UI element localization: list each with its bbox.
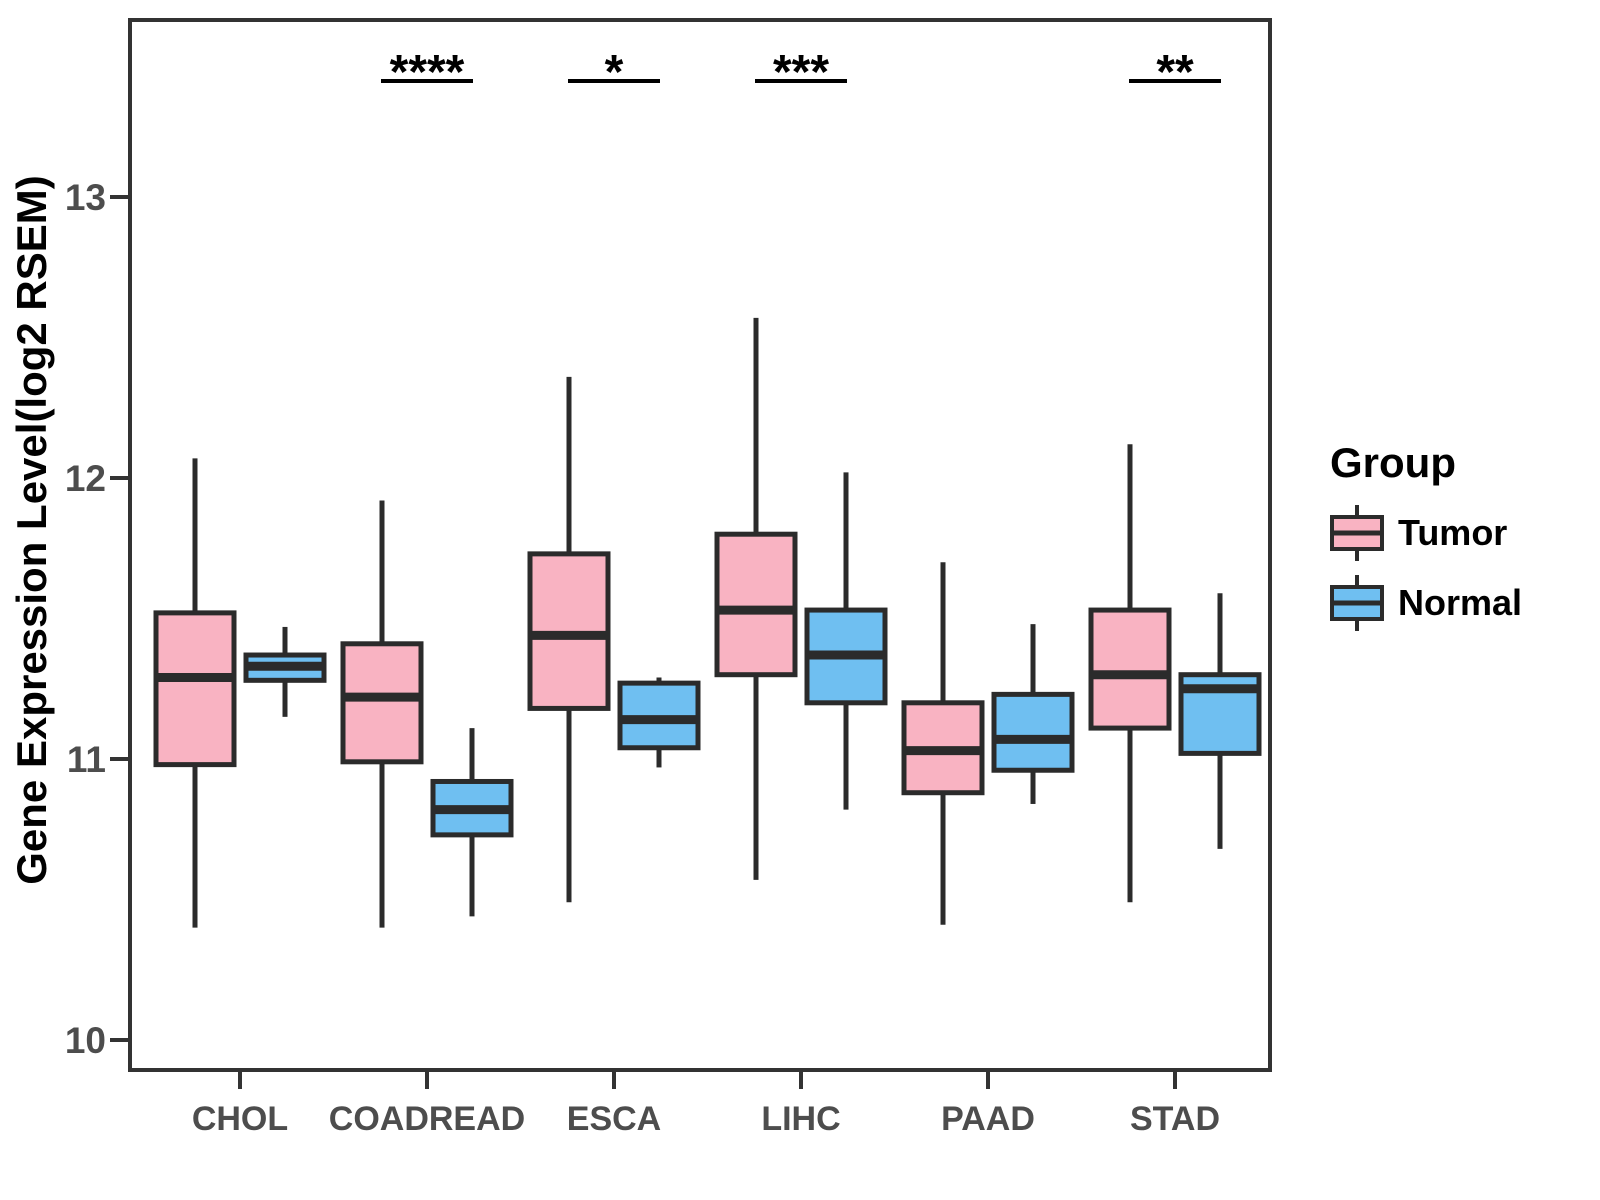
legend-item-label: Tumor bbox=[1398, 512, 1507, 553]
boxplot-tumor-chol bbox=[153, 458, 237, 928]
y-tick-label: 11 bbox=[67, 739, 106, 780]
iqr-box bbox=[991, 691, 1075, 773]
legend-item-label: Normal bbox=[1398, 582, 1522, 623]
boxplot-normal-stad bbox=[1178, 593, 1262, 849]
significance-stad: ** bbox=[1129, 46, 1221, 99]
boxplot-tumor-coadread bbox=[340, 500, 424, 928]
y-axis-title: Gene Expression Level(log2 RSEM) bbox=[8, 175, 55, 885]
x-tick-label-stad: STAD bbox=[1130, 1100, 1220, 1138]
significance-lihc: *** bbox=[755, 46, 847, 99]
legend: Group Tumor Normal bbox=[1330, 439, 1522, 631]
significance-stars: **** bbox=[390, 46, 465, 99]
boxplot-normal-chol bbox=[243, 626, 327, 717]
significance-esca: * bbox=[568, 46, 660, 99]
x-tick-label-coadread: COADREAD bbox=[329, 1100, 525, 1138]
boxplot-normal-coadread bbox=[430, 728, 514, 917]
significance-stars: ** bbox=[1156, 46, 1194, 99]
boxplot-tumor-lihc bbox=[714, 317, 798, 880]
boxplot-normal-paad bbox=[991, 624, 1075, 804]
x-tick-label-paad: PAAD bbox=[941, 1100, 1035, 1138]
y-tick-label: 10 bbox=[65, 1020, 106, 1061]
significance-stars: * bbox=[605, 46, 624, 99]
boxplot-tumor-stad bbox=[1088, 444, 1172, 903]
legend-item-normal: Normal bbox=[1330, 575, 1522, 631]
x-tick-label-lihc: LIHC bbox=[761, 1100, 840, 1138]
significance-coadread: **** bbox=[381, 46, 473, 99]
significance-stars: *** bbox=[773, 46, 829, 99]
iqr-box bbox=[714, 531, 798, 678]
iqr-box bbox=[340, 641, 424, 765]
plot-panel bbox=[128, 18, 1272, 1072]
x-tick-label-chol: CHOL bbox=[192, 1100, 288, 1138]
boxplot-tumor-esca bbox=[527, 376, 611, 903]
boxplot-normal-esca bbox=[617, 677, 701, 768]
y-tick-label: 12 bbox=[65, 458, 106, 499]
boxplot-normal-lihc bbox=[804, 472, 888, 810]
x-tick-label-esca: ESCA bbox=[567, 1100, 661, 1138]
iqr-box bbox=[153, 610, 237, 768]
legend-title: Group bbox=[1330, 439, 1456, 486]
y-tick-label: 13 bbox=[65, 177, 106, 218]
legend-item-tumor: Tumor bbox=[1330, 505, 1507, 561]
boxplot-tumor-paad bbox=[901, 562, 985, 925]
iqr-box bbox=[1088, 607, 1172, 731]
